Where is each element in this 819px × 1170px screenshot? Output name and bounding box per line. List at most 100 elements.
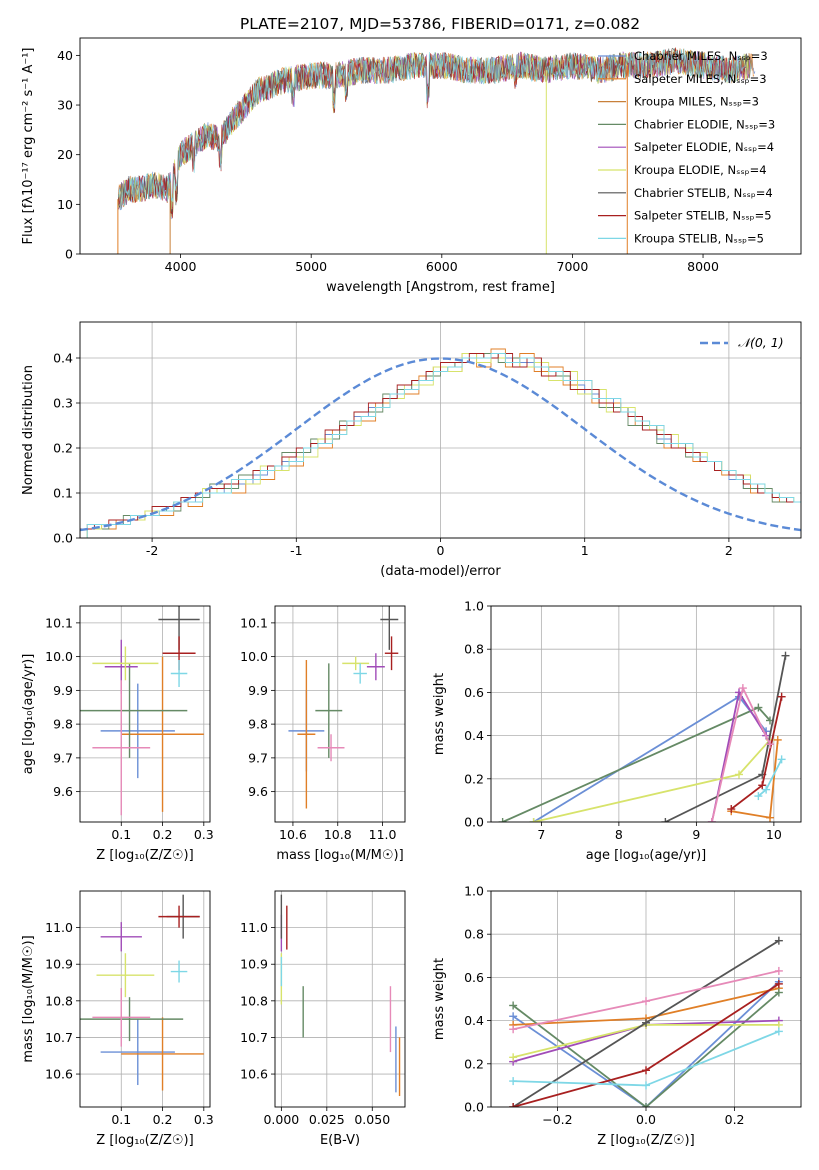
legend-label: Chabrier ELODIE, Nₛₛₚ=3 bbox=[634, 117, 775, 131]
y-tick-label: 0.4 bbox=[53, 351, 73, 366]
panel-mass-vs-ebv: 0.000 0.025 0.050 10.6 10.7 10.8 10.9 11.0 E(B-V… bbox=[240, 890, 406, 1148]
errorbar-group bbox=[80, 606, 204, 816]
x-tick-label: 8000 bbox=[687, 259, 719, 274]
axes-frame bbox=[79, 321, 802, 539]
axes-frame bbox=[274, 890, 406, 1108]
panel-mass-vs-Z: 0.1 0.2 0.3 10.6 10.7 10.8 10.9 11.0 Z [log₁₀(Z/… bbox=[21, 890, 214, 1148]
y-tick-label: 0.8 bbox=[464, 642, 484, 657]
x-tick-label: 11.0 bbox=[369, 827, 397, 842]
y-tick-label: 0.4 bbox=[464, 728, 484, 743]
axes-frame bbox=[79, 37, 802, 255]
y-tick-label: 0.4 bbox=[464, 1013, 484, 1028]
x-tick-label: -1 bbox=[290, 543, 302, 558]
legend-label: Chabrier MILES, Nₛₛₚ=3 bbox=[634, 49, 768, 63]
x-tick-label: −0.2 bbox=[542, 1112, 572, 1127]
y-tick-label: 30 bbox=[57, 98, 73, 113]
x-tick-label: 4000 bbox=[165, 259, 197, 274]
axes-frame bbox=[274, 605, 406, 823]
spectrum-series-line bbox=[118, 48, 745, 210]
y-tick-label: 0.6 bbox=[464, 970, 484, 985]
x-axis-label: Z [log₁₀(Z/Z☉)] bbox=[96, 1133, 193, 1148]
legend-label: Salpeter STELIB, Nₛₛₚ=5 bbox=[634, 209, 772, 223]
y-tick-label: 40 bbox=[57, 48, 73, 63]
x-tick-label: 0 bbox=[437, 543, 445, 558]
legend-label: Salpeter MILES, Nₛₛₚ=3 bbox=[634, 72, 767, 86]
histogram-group bbox=[80, 348, 801, 538]
x-axis-label: mass [log₁₀(M/M☉)] bbox=[276, 848, 403, 863]
x-tick-label: 2 bbox=[725, 543, 733, 558]
y-tick-label: 10.7 bbox=[240, 1030, 268, 1045]
y-tick-label: 10.6 bbox=[45, 1067, 73, 1082]
y-tick-label: 9.7 bbox=[248, 750, 268, 765]
x-axis-label: age [log₁₀(age/yr)] bbox=[586, 848, 707, 863]
y-tick-label: 1.0 bbox=[464, 599, 484, 614]
y-tick-label: 0.0 bbox=[464, 815, 484, 830]
x-tick-label: 0.2 bbox=[153, 1112, 173, 1127]
legend-label: Salpeter ELODIE, Nₛₛₚ=4 bbox=[634, 140, 774, 154]
y-tick-label: 10.9 bbox=[45, 957, 73, 972]
x-tick-label: 0.0 bbox=[636, 1112, 656, 1127]
axes-frame bbox=[79, 890, 211, 1108]
legend-label: Kroupa STELIB, Nₛₛₚ=5 bbox=[634, 231, 764, 245]
y-tick-label: 10 bbox=[57, 197, 73, 212]
y-tick-label: 9.9 bbox=[53, 683, 73, 698]
y-axis-label: Flux [fλ10⁻¹⁷ erg cm⁻² s⁻¹ A⁻¹] bbox=[21, 48, 36, 245]
y-tick-label: 10.7 bbox=[45, 1030, 73, 1045]
y-tick-label: 0.2 bbox=[464, 771, 484, 786]
y-tick-label: 9.8 bbox=[53, 717, 73, 732]
x-tick-label: 7000 bbox=[557, 259, 589, 274]
y-axis-label: mass weight bbox=[432, 673, 447, 755]
x-tick-label: 0.1 bbox=[111, 1112, 131, 1127]
x-axis-label: E(B-V) bbox=[320, 1133, 360, 1148]
x-axis-label: Z [log₁₀(Z/Z☉)] bbox=[597, 1133, 694, 1148]
x-tick-label: 10 bbox=[766, 827, 782, 842]
y-tick-label: 11.0 bbox=[45, 920, 73, 935]
massweight-group bbox=[509, 936, 783, 1107]
panel-residuals: -2 -1 0 1 2 0.0 0.1 0.2 0.3 0.4 (data-model)/error… bbox=[21, 321, 802, 579]
panel-spectrum: 4000 5000 6000 7000 8000 0 10 20 30 40 wavelength … bbox=[21, 37, 802, 295]
y-tick-label: 0.6 bbox=[464, 685, 484, 700]
y-tick-label: 9.6 bbox=[248, 784, 268, 799]
histogram-series bbox=[86, 353, 801, 538]
chart-title: PLATE=2107, MJD=53786, FIBERID=0171, z=0… bbox=[240, 15, 640, 33]
y-tick-label: 11.0 bbox=[240, 920, 268, 935]
y-tick-label: 9.6 bbox=[53, 784, 73, 799]
massweight-series-line bbox=[512, 991, 780, 1107]
axes-frame bbox=[490, 605, 802, 823]
x-tick-label: 0.000 bbox=[263, 1112, 299, 1127]
x-tick-label: 6000 bbox=[426, 259, 458, 274]
x-tick-label: 5000 bbox=[295, 259, 327, 274]
y-tick-label: 0 bbox=[65, 247, 73, 262]
y-tick-label: 10.1 bbox=[240, 615, 268, 630]
spectrum-legend: Chabrier MILES, Nₛₛₚ=3 Salpeter MILES, Nₛ… bbox=[598, 49, 775, 245]
spectrum-lines bbox=[117, 47, 756, 254]
axes-frame bbox=[79, 605, 211, 823]
x-tick-label: 0.3 bbox=[194, 827, 214, 842]
x-tick-label: 8 bbox=[615, 827, 623, 842]
x-axis-label: wavelength [Angstrom, rest frame] bbox=[326, 280, 555, 295]
legend-label: Kroupa ELODIE, Nₛₛₚ=4 bbox=[634, 163, 767, 177]
y-tick-label: 10.6 bbox=[240, 1067, 268, 1082]
y-tick-label: 9.7 bbox=[53, 750, 73, 765]
x-tick-label: 1 bbox=[581, 543, 589, 558]
panel-age-vs-Z: 0.1 0.2 0.3 9.6 9.7 9.8 9.9 10.0 10.1 Z [log₁₀(Z/… bbox=[21, 605, 214, 863]
errorbar-group bbox=[80, 894, 204, 1091]
x-tick-label: -2 bbox=[146, 543, 158, 558]
panel-age-vs-mass: 10.6 10.8 11.0 9.6 9.7 9.8 9.9 10.0 10.1 mass [lo… bbox=[240, 605, 406, 863]
panel-massweight-vs-Z: −0.2 0.0 0.2 0.0 0.2 0.4 0.6 0.8 1.0 Z [log₁₀(Z/Z… bbox=[432, 884, 802, 1148]
x-tick-label: 0.025 bbox=[309, 1112, 345, 1127]
legend-label: Kroupa MILES, Nₛₛₚ=3 bbox=[634, 95, 759, 109]
x-tick-label: 0.2 bbox=[153, 827, 173, 842]
panel-massweight-vs-age: 7 8 9 10 0.0 0.2 0.4 0.6 0.8 1.0 age [log₁₀(age/yr… bbox=[432, 599, 802, 863]
y-tick-label: 1.0 bbox=[464, 884, 484, 899]
x-tick-label: 0.1 bbox=[111, 827, 131, 842]
x-tick-label: 9 bbox=[692, 827, 700, 842]
y-tick-label: 9.8 bbox=[248, 717, 268, 732]
errorbar-group bbox=[280, 894, 401, 1097]
axes-frame bbox=[490, 890, 802, 1108]
x-tick-label: 0.050 bbox=[354, 1112, 390, 1127]
legend-label: 𝒩(0, 1) bbox=[738, 335, 784, 350]
y-tick-label: 0.0 bbox=[464, 1100, 484, 1115]
y-tick-label: 0.3 bbox=[53, 396, 73, 411]
